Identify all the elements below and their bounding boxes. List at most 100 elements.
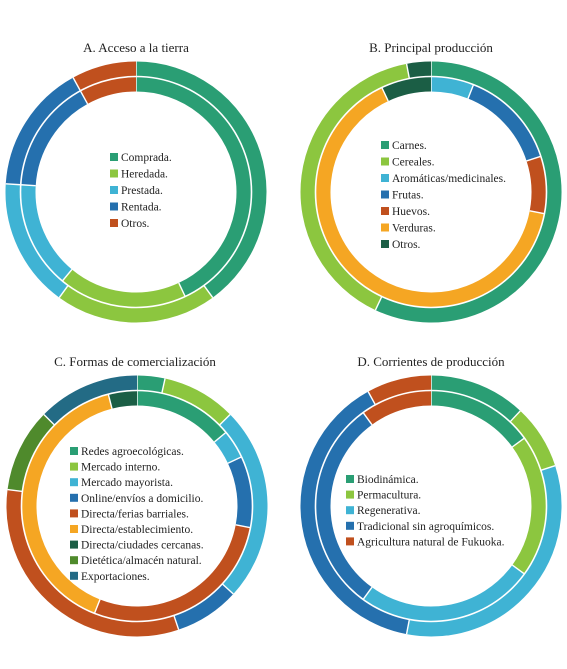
donut-chart-2: B. Principal producción Carnes. Cereales. A… — [300, 40, 562, 323]
chart-3-legend-swatch-redes-agroecologicas — [70, 447, 78, 455]
chart-3-legend-label-mercado-mayorista: Mercado mayorista. — [81, 477, 173, 489]
chart-3-legend-label-mercado-interno: Mercado interno. — [81, 462, 160, 474]
chart-3-legend-swatch-directa-ciudades-cercanas — [70, 540, 78, 549]
chart-4-inner-slice-tradicional-sin-agroquimicos — [315, 412, 373, 600]
chart-3-legend-label-exportaciones: Exportaciones. — [81, 571, 150, 583]
chart-2-inner-separator — [467, 84, 475, 99]
chart-3-inner-slice-directa-establecimiento — [21, 394, 113, 614]
chart-4-legend-swatch-permacultura — [346, 490, 354, 499]
chart-2-legend-label-otros: Otros. — [392, 239, 421, 251]
chart-3-outer-separator — [7, 488, 23, 493]
chart-2-outer-slice-otros — [406, 61, 432, 79]
chart-1-inner-separator — [79, 90, 89, 105]
chart-4-outer-separator — [509, 410, 521, 423]
chart-3-legend-label-directa-establecimiento: Directa/establecimiento. — [81, 524, 193, 536]
chart-4-inner-slice-regenerativa — [363, 564, 525, 622]
chart-1-legend-swatch-otros — [110, 219, 118, 227]
chart-2-legend-label-carnes: Carnes. — [392, 140, 427, 152]
chart-1-outer-separator — [58, 285, 69, 298]
chart-3-legend-swatch-mercado-mayorista — [70, 478, 78, 487]
chart-4-outer-slice-permacultura — [509, 410, 556, 471]
chart-3-legend-swatch-exportaciones — [70, 571, 78, 580]
chart-4-inner-slice-agricultura-natural-de-fukuoka — [363, 390, 432, 425]
chart-3-legend-label-directa-ciudades-cercanas: Directa/ciudades cercanas. — [81, 540, 204, 552]
chart-2-legend-swatch-carnes — [381, 141, 389, 149]
chart-2-legend-swatch-cereales — [381, 157, 389, 166]
chart-3-inner-separator — [235, 524, 251, 529]
chart-3-outer-slice-dietetica-almacen-natural — [7, 414, 55, 492]
chart-3-inner-slice-online-envios-a-domicilio — [227, 456, 253, 528]
chart-2-legend-swatch-huevos — [381, 207, 389, 215]
chart-2-outer-slice-cereales — [300, 63, 410, 311]
chart-1-outer-slice-comprada — [135, 61, 267, 298]
chart-3-inner-slice-directa-ferias-barriales — [94, 524, 251, 622]
chart-1-inner-slice-heredada — [62, 269, 186, 308]
chart-2-title: B. Principal producción — [369, 40, 493, 55]
chart-3-outer-separator — [221, 583, 234, 595]
chart-3-outer-separator — [173, 615, 180, 630]
chart-2-inner-slice-frutas — [467, 84, 541, 162]
chart-4-outer-slice-biodinamica — [430, 375, 521, 422]
donut-chart-4: D. Corrientes de producción Biodinámica. P… — [300, 354, 562, 637]
chart-2-legend-label-aromaticas-medicinales: Aromáticas/medicinales. — [392, 173, 506, 185]
chart-3-outer-slice-mercado-mayorista — [219, 414, 268, 595]
chart-3-legend-label-directa-ferias-barriales: Directa/ferias barriales. — [81, 508, 189, 520]
chart-3-outer-separator — [161, 378, 166, 394]
chart-1-outer-slice-otros — [73, 61, 137, 91]
chart-1-outer-slice-prestada — [5, 183, 69, 298]
chart-1-inner-slice-rentada — [20, 90, 88, 186]
chart-1-legend-label-rentada: Rentada. — [121, 202, 162, 214]
chart-1-legend-swatch-heredada — [110, 169, 118, 178]
chart-3-outer-slice-exportaciones — [43, 375, 138, 426]
chart-2-outer-separator — [374, 296, 383, 311]
chart-3-title: C. Formas de comercialización — [54, 354, 216, 369]
chart-4-ring-gap — [314, 389, 548, 623]
donut-chart-3: C. Formas de comercialización Redes agroe… — [6, 354, 268, 637]
chart-3-inner-slice-directa-ciudades-cercanas — [108, 390, 138, 409]
chart-4-outer-slice-tradicional-sin-agroquimicos — [300, 391, 410, 635]
chart-3-legend-swatch-directa-ferias-barriales — [70, 509, 78, 518]
chart-4-legend-swatch-tradicional-sin-agroquimicos — [346, 521, 354, 530]
chart-4-outer-separator — [405, 619, 411, 635]
chart-3-inner-separator — [107, 393, 113, 409]
chart-1-inner-slice-prestada — [20, 184, 73, 281]
chart-2-legend-label-frutas: Frutas. — [392, 190, 424, 202]
chart-2-inner-slice-verduras — [315, 87, 545, 308]
chart-4-outer-slice-agricultura-natural-de-fukuoka — [368, 375, 432, 405]
chart-3-outer-separator — [43, 414, 56, 426]
chart-1-legend-swatch-rentada — [110, 202, 118, 211]
chart-4-legend-label-regenerativa: Regenerativa. — [357, 505, 421, 517]
chart-1-outer-separator — [72, 77, 81, 92]
chart-3-legend-swatch-dietetica-almacen-natural — [70, 556, 78, 565]
chart-4-legend-label-permacultura: Permacultura. — [357, 490, 421, 502]
chart-4-inner-separator — [511, 437, 525, 448]
chart-1-inner-separator — [178, 282, 186, 297]
chart-3-legend-swatch-online-envios-a-domicilio — [70, 493, 78, 502]
chart-3-inner-separator — [93, 599, 101, 614]
chart-4-inner-separator — [511, 564, 525, 575]
chart-2-legend-swatch-aromaticas-medicinales — [381, 174, 389, 182]
chart-1-outer-slice-heredada — [59, 285, 213, 323]
chart-4-outer-separator — [540, 465, 556, 471]
chart-1-outer-separator — [203, 285, 214, 298]
chart-1-outer-slice-rentada — [5, 77, 81, 185]
chart-1-legend-label-heredada: Heredada. — [121, 169, 168, 181]
chart-1-legend-label-prestada: Prestada. — [121, 185, 163, 197]
chart-3-outer-slice-redes-agroecologicas — [136, 375, 166, 394]
chart-2-outer-slice-carnes — [375, 61, 562, 323]
chart-2-inner-separator — [526, 155, 542, 162]
chart-2-inner-separator — [529, 210, 545, 215]
chart-2-legend-swatch-otros — [381, 240, 389, 248]
chart-3-legend-label-online-envios-a-domicilio: Online/envíos a domicilio. — [81, 493, 203, 505]
chart-3-inner-separator — [227, 456, 242, 464]
chart-3-outer-slice-mercado-interno — [161, 378, 231, 426]
chart-4-legend-swatch-regenerativa — [346, 506, 354, 515]
chart-4-legend-swatch-biodinamica — [346, 475, 354, 483]
chart-3-inner-slice-redes-agroecologicas — [136, 390, 226, 443]
chart-1-ring-gap — [19, 75, 253, 309]
chart-3-legend-swatch-directa-establecimiento — [70, 525, 78, 533]
chart-1-legend-swatch-comprada — [110, 153, 118, 161]
chart-2-legend-swatch-frutas — [381, 190, 389, 199]
chart-4-legend-swatch-agricultura-natural-de-fukuoka — [346, 537, 354, 546]
